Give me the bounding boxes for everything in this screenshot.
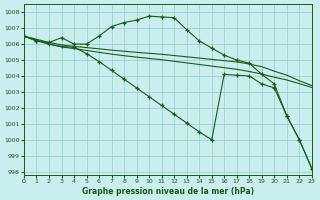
X-axis label: Graphe pression niveau de la mer (hPa): Graphe pression niveau de la mer (hPa) xyxy=(82,187,254,196)
